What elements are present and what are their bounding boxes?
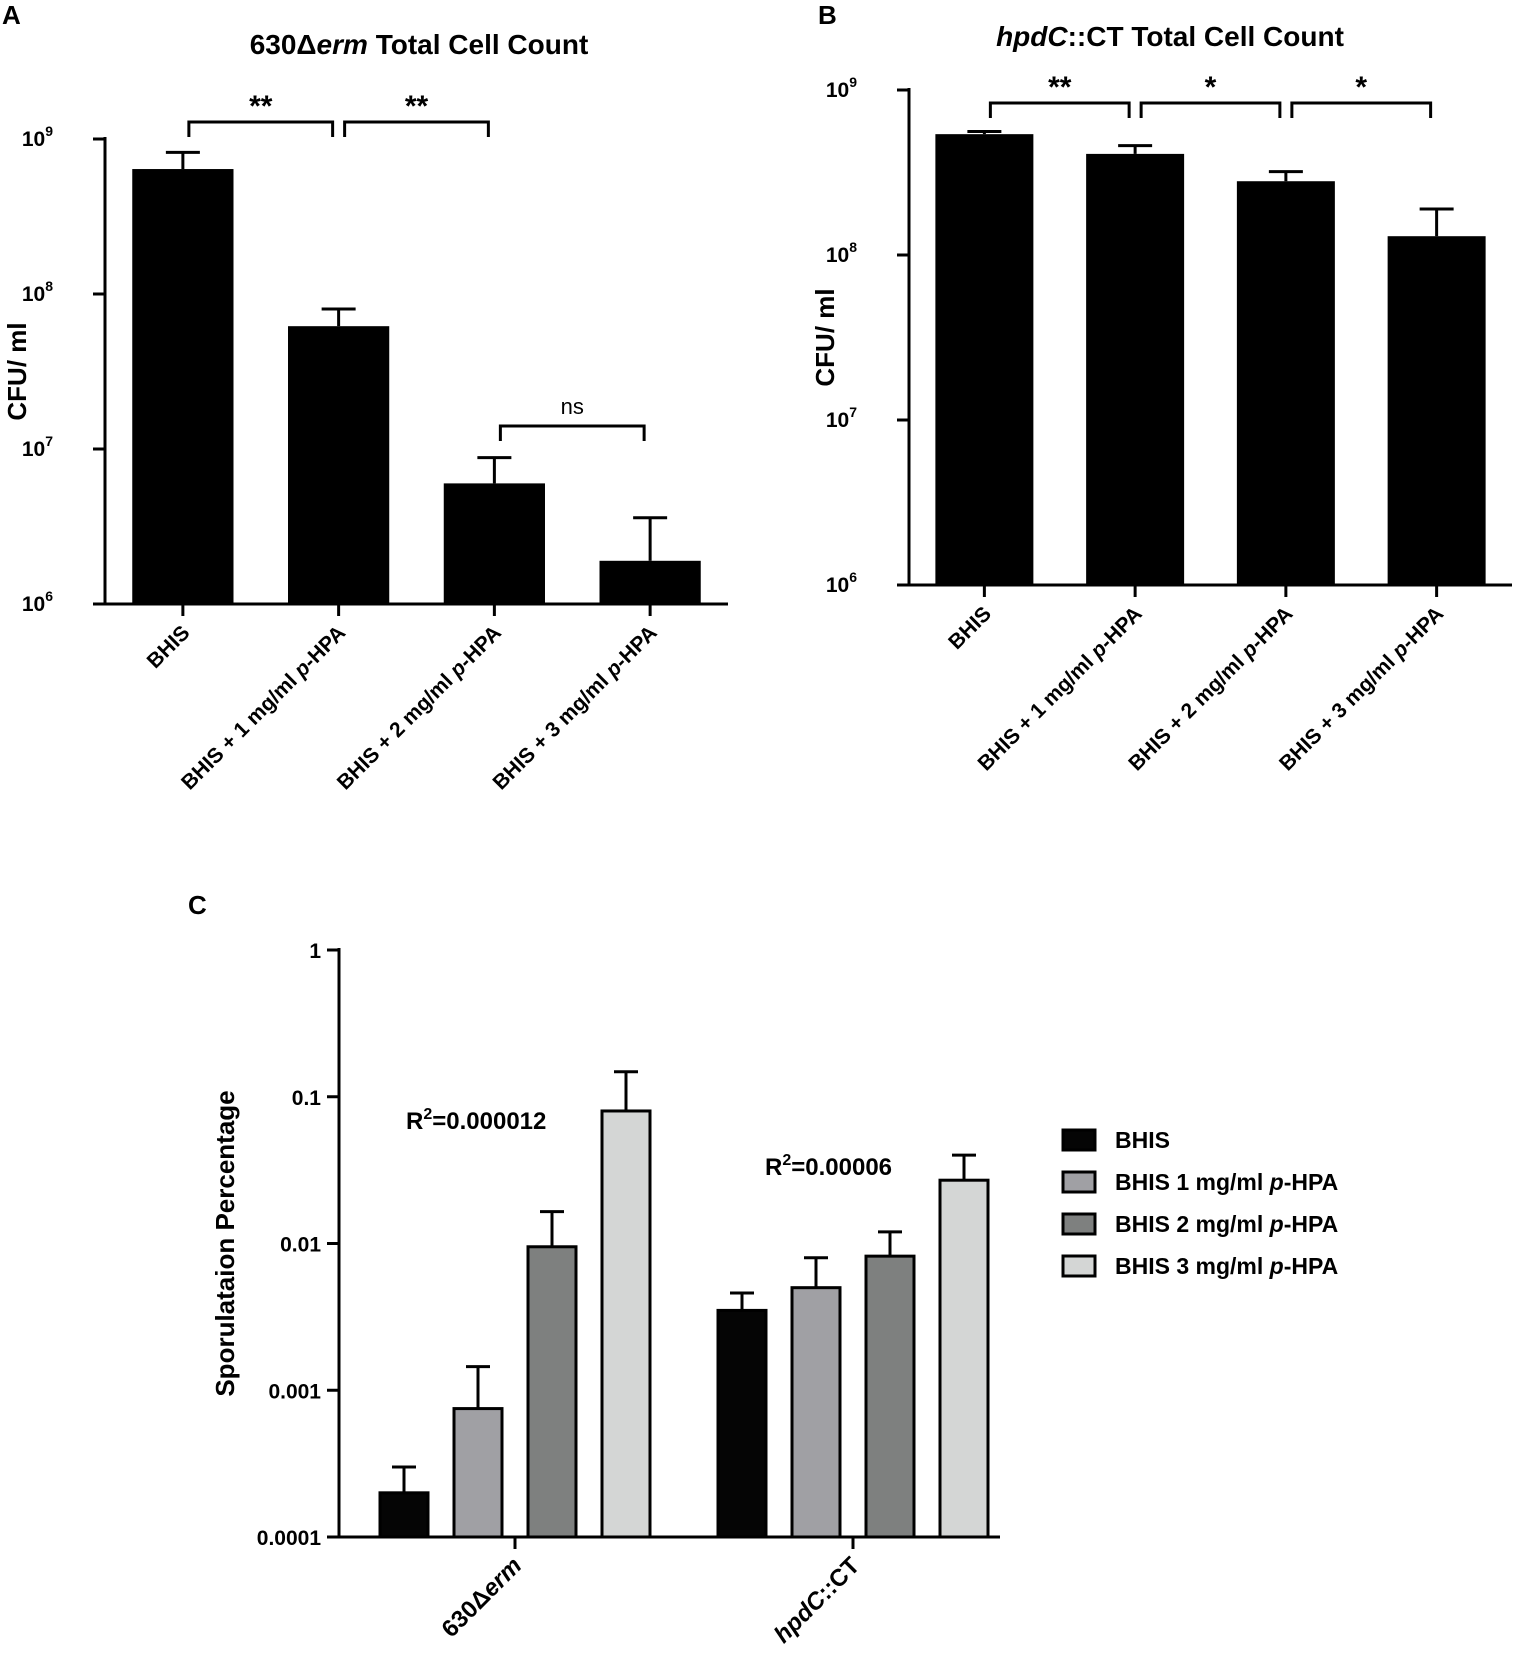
panel-label-c: C (188, 890, 207, 920)
legend-label-1: BHIS (1115, 1127, 1170, 1153)
panel-a-category-label: BHIS + 1 mg/ml p-HPA (177, 621, 350, 794)
panel-c-r-squared-annotation: R2=0.000012 (406, 1106, 546, 1135)
panel-c-group-label: 630Δerm (437, 1552, 528, 1643)
panel-c-chart: Sporulataion Percentage 0.0001 0.001 0.01 0.… (210, 940, 1338, 1649)
panel-b-significance-label: * (1205, 71, 1217, 104)
panel-b-bar-2 (1086, 153, 1185, 585)
panel-a-category-label: BHIS (143, 621, 195, 673)
panel-b-category-label: BHIS + 3 mg/ml p-HPA (1275, 602, 1448, 775)
legend-label-3: BHIS 2 mg/ml p-HPA (1115, 1211, 1338, 1237)
panel-a-category-label: BHIS + 3 mg/ml p-HPA (488, 621, 661, 794)
panel-a-bar-4 (599, 560, 701, 604)
panel-c-bar-series-1-group-2 (716, 1308, 768, 1539)
panel-a-y-tick-label: 109 (22, 123, 53, 151)
legend-swatch-4 (1061, 1254, 1097, 1278)
panel-b-significance-label: * (1355, 71, 1367, 104)
panel-b-bar-4 (1387, 236, 1486, 585)
panel-b-category-label: BHIS + 2 mg/ml p-HPA (1124, 602, 1297, 775)
panel-a-significance-label: ** (249, 90, 273, 123)
panel-c-bar-series-4-group-1 (600, 1109, 652, 1539)
panel-c-y-tick-label: 0.01 (280, 1234, 321, 1257)
legend-swatch-2 (1061, 1170, 1097, 1194)
panel-a-y-tick-label: 107 (22, 433, 53, 461)
panel-a-y-tick-label: 106 (22, 588, 53, 616)
panel-b-category-label: BHIS + 1 mg/ml p-HPA (973, 602, 1146, 775)
panel-a-title: 630Δerm Total Cell Count (250, 29, 589, 60)
panel-a-y-axis-label: CFU/ ml (2, 322, 32, 420)
panel-b-y-tick-label: 108 (826, 239, 857, 267)
panel-b-significance-bracket (988, 101, 1131, 118)
panel-b-y-tick-label: 107 (826, 404, 857, 432)
panel-c-y-tick-label: 0.1 (292, 1087, 322, 1110)
legend-label-2: BHIS 1 mg/ml p-HPA (1115, 1169, 1338, 1195)
panel-c-bar-series-1-group-1 (378, 1491, 430, 1539)
panel-a-significance-bracket (498, 424, 646, 441)
legend-swatch-1 (1061, 1128, 1097, 1152)
panel-a-bar-1 (132, 169, 234, 604)
panel-c-y-tick-label: 1 (309, 940, 321, 963)
panel-b-bar-1 (935, 134, 1034, 585)
panel-a-significance-bracket (343, 120, 490, 137)
panel-b-title: hpdC::CT Total Cell Count (996, 21, 1344, 52)
panel-a-chart: 630Δerm Total Cell Count CFU/ ml 106 107 108… (2, 29, 728, 794)
panel-c-bar-series-3-group-2 (864, 1254, 916, 1539)
panel-c-r-squared-annotation: R2=0.00006 (765, 1152, 892, 1181)
panel-c-y-tick-label: 0.001 (268, 1380, 321, 1403)
panel-b-y-axis-label: CFU/ ml (810, 288, 840, 386)
panel-c-bar-series-3-group-1 (526, 1245, 578, 1539)
panel-c-group-label: hpdC::CT (769, 1552, 866, 1649)
panel-a-bar-2 (288, 326, 390, 604)
panel-a-bar-3 (443, 483, 545, 604)
panel-c-y-axis-label: Sporulataion Percentage (210, 1090, 240, 1396)
panel-a-significance-bracket (187, 120, 335, 137)
panel-b-significance-label: ** (1048, 71, 1072, 104)
panel-c-bar-series-4-group-2 (938, 1178, 990, 1539)
panel-a-significance-label: ns (561, 394, 584, 419)
legend-swatch-3 (1061, 1212, 1097, 1236)
panel-a-category-label: BHIS + 2 mg/ml p-HPA (333, 621, 506, 794)
panel-b-significance-bracket (1139, 101, 1282, 118)
panel-b-category-label: BHIS (944, 602, 996, 654)
panel-b-bar-3 (1236, 181, 1335, 585)
panel-b-y-tick-label: 106 (826, 569, 857, 597)
panel-b-significance-bracket (1290, 101, 1433, 118)
panel-b-y-tick-label: 109 (826, 74, 857, 102)
panel-label-b: B (818, 0, 837, 30)
panel-a-y-tick-label: 108 (22, 278, 53, 306)
panel-c-y-tick-label: 0.0001 (257, 1527, 322, 1550)
panel-c-bar-series-2-group-1 (452, 1407, 504, 1539)
legend-label-4: BHIS 3 mg/ml p-HPA (1115, 1253, 1338, 1279)
panel-label-a: A (2, 0, 21, 30)
panel-a-significance-label: ** (405, 90, 429, 123)
panel-c-bar-series-2-group-2 (790, 1286, 842, 1539)
